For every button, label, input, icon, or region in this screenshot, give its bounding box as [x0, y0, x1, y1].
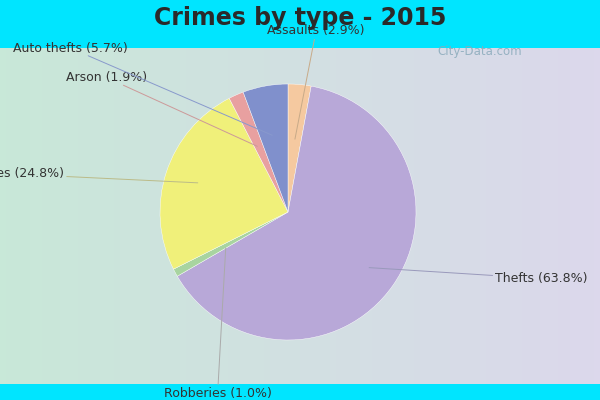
Text: Crimes by type - 2015: Crimes by type - 2015 — [154, 6, 446, 30]
Wedge shape — [160, 98, 288, 269]
Wedge shape — [288, 84, 311, 212]
Wedge shape — [229, 92, 288, 212]
Text: Thefts (63.8%): Thefts (63.8%) — [369, 268, 588, 285]
Text: City-Data.com: City-Data.com — [437, 46, 523, 58]
Text: Burglaries (24.8%): Burglaries (24.8%) — [0, 167, 198, 183]
Text: Auto thefts (5.7%): Auto thefts (5.7%) — [13, 42, 272, 135]
Wedge shape — [177, 86, 416, 340]
Text: Robberies (1.0%): Robberies (1.0%) — [164, 248, 272, 400]
Text: Assaults (2.9%): Assaults (2.9%) — [268, 24, 365, 139]
Text: Arson (1.9%): Arson (1.9%) — [66, 71, 257, 146]
Wedge shape — [173, 212, 288, 276]
Wedge shape — [243, 84, 288, 212]
